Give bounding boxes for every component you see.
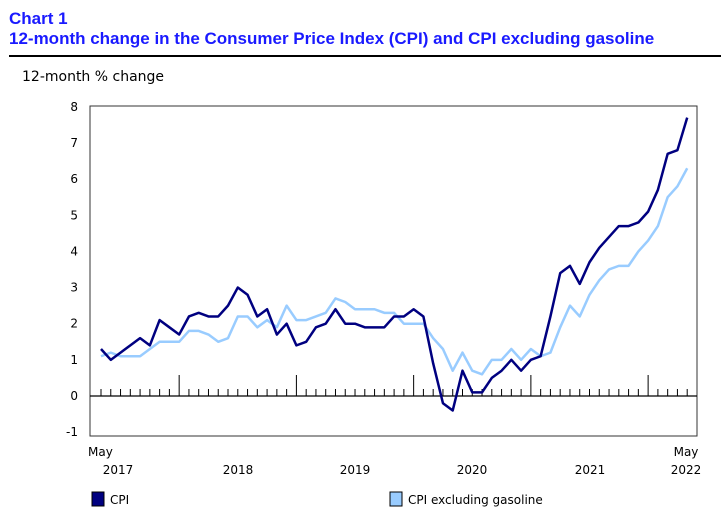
x-start-month: May [88, 445, 113, 459]
y-tick-label: 0 [70, 389, 78, 403]
y-tick-label: -1 [66, 425, 78, 439]
y-tick-label: 3 [70, 281, 78, 295]
legend-label-cpi: CPI [110, 493, 129, 507]
y-tick-label: 6 [70, 172, 78, 186]
legend-label-cpi-ex-gasoline: CPI excluding gasoline [408, 493, 543, 507]
y-tick-label: 2 [70, 317, 78, 331]
x-end-year: 2022 [671, 463, 702, 477]
y-tick-label: 8 [70, 100, 78, 114]
x-end-month: May [674, 445, 699, 459]
chart-number: Chart 1 [9, 9, 68, 28]
legend-swatch-cpi [91, 491, 105, 507]
plot-frame [89, 105, 698, 437]
legend-swatch-cpi-ex-gasoline [389, 491, 403, 507]
x-year-label: 2021 [575, 463, 606, 477]
x-year-label: 2018 [223, 463, 254, 477]
series-line-cpi-ex-gasoline [100, 167, 689, 376]
y-tick-label: 1 [70, 353, 78, 367]
x-year-label: 2019 [340, 463, 371, 477]
title-rule [9, 55, 721, 57]
y-tick-label: 5 [70, 208, 78, 222]
y-tick-label: 4 [70, 244, 78, 258]
series-line-cpi [100, 117, 689, 412]
x-year-label: 2020 [457, 463, 488, 477]
legend: CPI CPI excluding gasoline [91, 491, 543, 507]
y-axis-label: 12-month % change [22, 69, 164, 85]
y-tick-label: 7 [70, 136, 78, 150]
chart-title: 12-month change in the Consumer Price In… [9, 29, 655, 48]
x-start-year: 2017 [103, 463, 134, 477]
